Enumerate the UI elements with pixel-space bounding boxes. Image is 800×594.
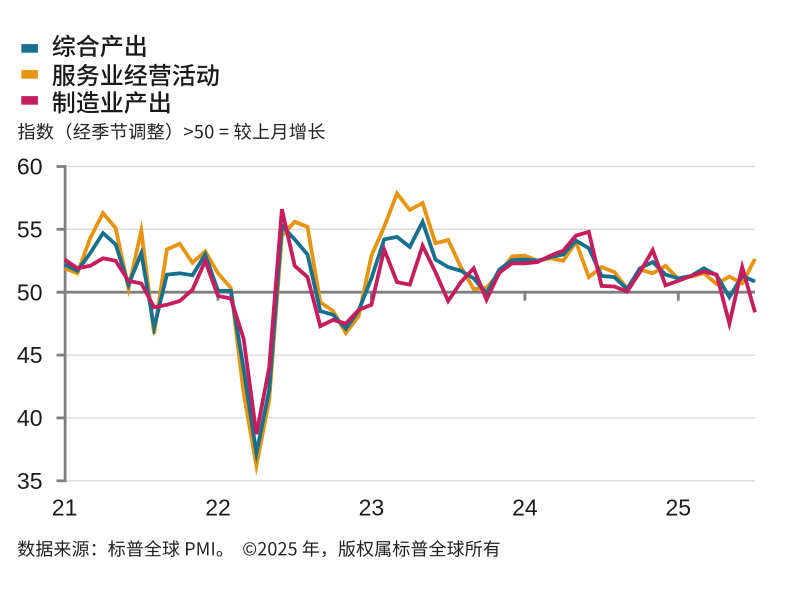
svg-text:25: 25 (666, 494, 692, 520)
svg-text:24: 24 (512, 494, 538, 520)
svg-text:60: 60 (17, 154, 43, 180)
svg-text:55: 55 (17, 217, 43, 243)
svg-text:35: 35 (17, 468, 43, 494)
svg-text:45: 45 (17, 342, 43, 368)
svg-text:50: 50 (17, 279, 43, 305)
svg-text:22: 22 (205, 494, 231, 520)
svg-text:23: 23 (359, 494, 385, 520)
svg-text:21: 21 (52, 494, 78, 520)
svg-text:40: 40 (17, 405, 43, 431)
